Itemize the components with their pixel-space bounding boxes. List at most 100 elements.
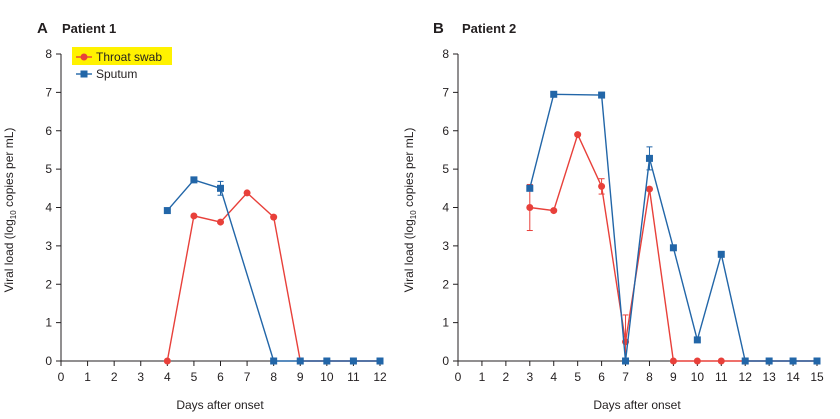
svg-text:Viral load (log10 copies per m: Viral load (log10 copies per mL) bbox=[2, 128, 18, 293]
panel-a-sputum-point bbox=[323, 357, 331, 365]
panel-a-chart: A Patient 1 Viral load (log10 copies per… bbox=[2, 20, 387, 412]
panel-b-x-tick-label: 8 bbox=[646, 370, 653, 384]
panel-b-y-axis-label-sub: 10 bbox=[409, 210, 418, 219]
panel-b-chart: B Patient 2 Viral load (log10 copies per… bbox=[402, 20, 824, 412]
panel-b-sputum-point bbox=[550, 90, 558, 98]
panel-a-x-axis-label: Days after onset bbox=[176, 398, 264, 412]
panel-a-y-tick-label: 7 bbox=[45, 85, 52, 99]
svg-text:Viral load (log10 copies per m: Viral load (log10 copies per mL) bbox=[402, 128, 418, 293]
panel-a-x-tick-label: 8 bbox=[270, 370, 277, 384]
panel-a-x-tick-label: 6 bbox=[217, 370, 224, 384]
panel-b-x-tick-label: 12 bbox=[739, 370, 753, 384]
panel-b-throat-swab-point bbox=[645, 185, 653, 193]
panel-a-y-tick-label: 8 bbox=[45, 47, 52, 61]
panel-a-throat-swab-point bbox=[243, 189, 251, 197]
panel-a-x-tick-label: 5 bbox=[191, 370, 198, 384]
panel-b-letter: B bbox=[433, 20, 444, 37]
panel-b-y-tick-label: 2 bbox=[442, 277, 449, 291]
panel-a-x-tick-label: 12 bbox=[373, 370, 387, 384]
panel-b-x-tick-label: 9 bbox=[670, 370, 677, 384]
panel-b-y-tick-label: 7 bbox=[442, 85, 449, 99]
panel-b-sputum-point bbox=[741, 357, 749, 365]
panel-b-sputum-point bbox=[622, 357, 630, 365]
panel-b-x-tick-label: 10 bbox=[691, 370, 705, 384]
panel-b-throat-swab-point bbox=[574, 131, 582, 139]
panel-b-x-tick-label: 14 bbox=[786, 370, 800, 384]
panel-a-legend-throat-swab-swatch-marker bbox=[80, 53, 88, 61]
panel-b-x-tick-label: 6 bbox=[598, 370, 605, 384]
panel-b-sputum-point bbox=[693, 336, 701, 344]
panel-a-legend-throat-swab-label: Throat swab bbox=[96, 50, 162, 64]
panel-a-y-axis-label: Viral load (log10 copies per mL) bbox=[2, 128, 18, 293]
panel-b-throat-swab-point bbox=[693, 357, 701, 365]
panel-a-x-tick-label: 3 bbox=[137, 370, 144, 384]
panel-a-y-tick-label: 2 bbox=[45, 277, 52, 291]
panel-a-sputum-point bbox=[376, 357, 384, 365]
panel-b-y-tick-label: 4 bbox=[442, 201, 449, 215]
panel-a-throat-swab-point bbox=[190, 212, 198, 220]
panel-a-throat-swab-point bbox=[270, 213, 278, 221]
panel-a-letter: A bbox=[37, 20, 48, 37]
panel-b-x-tick-label: 4 bbox=[550, 370, 557, 384]
panel-a-x-tick-label: 9 bbox=[297, 370, 304, 384]
panel-a-x-tick-label: 11 bbox=[347, 370, 360, 384]
panel-b-throat-swab-point bbox=[669, 357, 677, 365]
panel-b-y-tick-label: 5 bbox=[442, 162, 449, 176]
panel-b-sputum-point bbox=[789, 357, 797, 365]
panel-a-legend: Throat swab Sputum bbox=[72, 47, 172, 81]
panel-b-y-tick-label: 8 bbox=[442, 47, 449, 61]
panel-b-throat-swab-point bbox=[598, 182, 606, 190]
panel-b-y-tick-label: 6 bbox=[442, 124, 449, 138]
panel-b-x-axis-label: Days after onset bbox=[593, 398, 681, 412]
panel-a-sputum-point bbox=[217, 184, 224, 192]
panel-b-throat-swab-point bbox=[717, 357, 725, 365]
panel-a-legend-sputum-label: Sputum bbox=[96, 67, 137, 81]
panel-a-y-tick-label: 0 bbox=[45, 354, 52, 368]
panel-b-y-tick-label: 0 bbox=[442, 354, 449, 368]
panel-b-sputum-point bbox=[526, 184, 534, 192]
panel-b-x-tick-label: 5 bbox=[574, 370, 581, 384]
panel-b-sputum-point bbox=[598, 91, 606, 99]
panel-a-sputum-point bbox=[163, 207, 171, 215]
panel-b-x-tick-label: 7 bbox=[622, 370, 629, 384]
panel-b-x-tick-label: 3 bbox=[526, 370, 533, 384]
panel-a-x-tick-label: 0 bbox=[58, 370, 65, 384]
panel-a-legend-highlight bbox=[72, 47, 172, 65]
panel-b-y-tick-label: 3 bbox=[442, 239, 449, 253]
panel-a-x-tick-label: 10 bbox=[320, 370, 334, 384]
panel-b-x-tick-label: 2 bbox=[503, 370, 510, 384]
panel-b-y-tick-label: 1 bbox=[442, 316, 449, 330]
panel-b-throat-swab-point bbox=[526, 204, 534, 211]
panel-b-y-axis-label-end: copies per mL) bbox=[402, 128, 416, 211]
panel-b-y-axis-label: Viral load (log10 copies per mL) bbox=[402, 128, 418, 293]
panel-a-x-tick-label: 2 bbox=[111, 370, 118, 384]
panel-b-x-tick-label: 1 bbox=[479, 370, 486, 384]
panel-a-sputum-point bbox=[296, 357, 304, 365]
panel-b-sputum-point bbox=[669, 244, 677, 252]
panel-a-x-tick-label: 4 bbox=[164, 370, 171, 384]
panel-b-x-tick-label: 13 bbox=[762, 370, 776, 384]
panel-a-y-tick-label: 6 bbox=[45, 124, 52, 138]
panel-b-throat-swab-point bbox=[550, 207, 558, 215]
panel-b-sputum-point bbox=[645, 154, 653, 162]
panel-a-y-tick-label: 5 bbox=[45, 162, 52, 176]
panel-b-sputum-point bbox=[717, 250, 725, 258]
panel-a-sputum-point bbox=[270, 357, 278, 365]
panel-a-y-tick-label: 4 bbox=[45, 201, 52, 215]
panel-a-x-tick-label: 7 bbox=[244, 370, 251, 384]
panel-b-x-tick-label: 15 bbox=[810, 370, 824, 384]
panel-a-x-tick-label: 1 bbox=[84, 370, 91, 384]
panel-b-title: Patient 2 bbox=[462, 21, 516, 36]
panel-b-sputum-line bbox=[529, 93, 817, 362]
panel-a-y-axis-label-main: Viral load (log bbox=[2, 219, 16, 292]
panel-a-throat-swab-point bbox=[163, 357, 171, 365]
panel-b-sputum-point bbox=[813, 357, 821, 365]
panel-b-x-tick-label: 11 bbox=[715, 370, 728, 384]
panel-a-y-axis-label-sub: 10 bbox=[9, 210, 18, 219]
panel-a-sputum-point bbox=[190, 176, 198, 184]
panel-a-sputum-point bbox=[349, 357, 357, 365]
panel-a-sputum-line bbox=[166, 179, 380, 362]
panel-b-y-axis-label-main: Viral load (log bbox=[402, 219, 416, 292]
panel-b-x-tick-label: 0 bbox=[455, 370, 462, 384]
